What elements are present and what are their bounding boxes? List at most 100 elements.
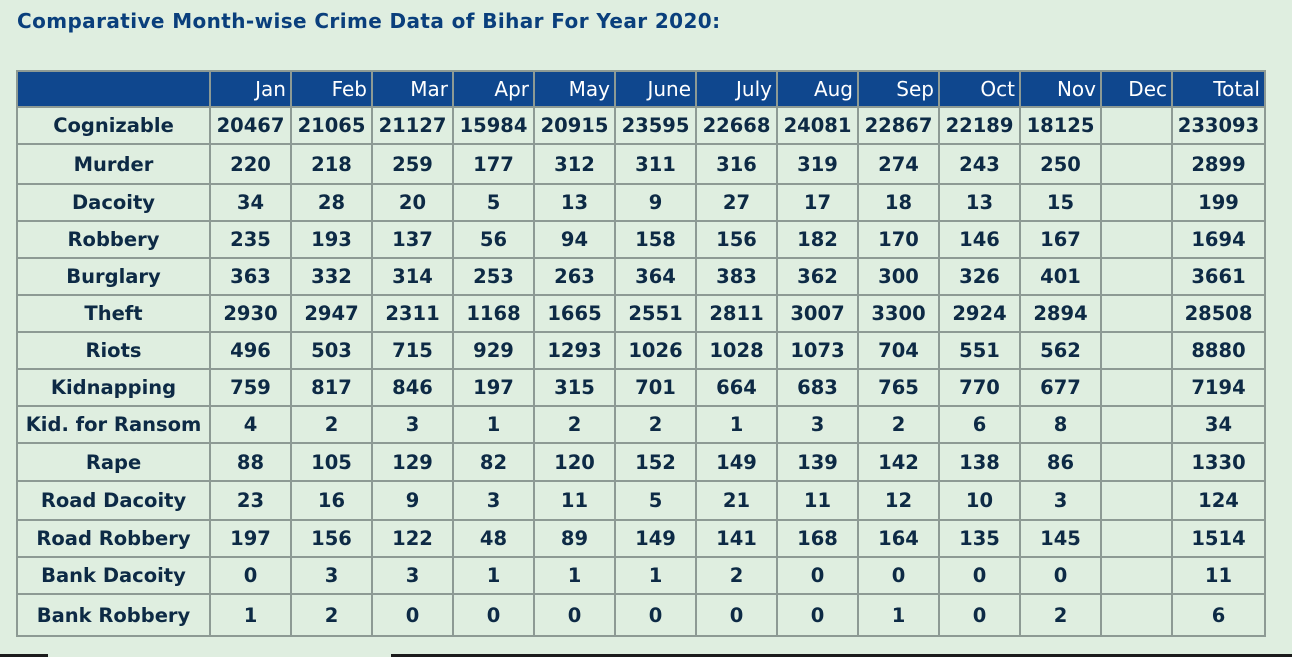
page-title: Comparative Month-wise Crime Data of Bih…: [17, 9, 721, 33]
table-cell: 2: [290, 593, 373, 637]
table-row: Dacoity 34 28 20 5 13 9 27 17 18 13 15 199: [16, 183, 1266, 222]
table-cell: 88: [209, 442, 292, 482]
total-cell: 28508: [1171, 294, 1266, 333]
table-cell: 770: [938, 368, 1021, 407]
table-cell: [1100, 442, 1173, 482]
table-cell: 167: [1019, 220, 1102, 259]
table-cell: 929: [452, 331, 535, 370]
table-cell: 27: [695, 183, 778, 222]
table-body: Cognizable 20467 21065 21127 15984 20915 23595…: [16, 106, 1266, 637]
table-cell: 18125: [1019, 106, 1102, 145]
table-cell: 0: [452, 593, 535, 637]
table-cell: 21127: [371, 106, 454, 145]
table-cell: 2: [614, 405, 697, 444]
table-cell: 551: [938, 331, 1021, 370]
column-header-nov: Nov: [1019, 70, 1102, 108]
table-cell: 259: [371, 143, 454, 185]
table-cell: 82: [452, 442, 535, 482]
column-header-mar: Mar: [371, 70, 454, 108]
total-cell: 233093: [1171, 106, 1266, 145]
table-row: Kidnapping 759 817 846 197 315 701 664 683 765 770…: [16, 368, 1266, 407]
row-label: Murder: [16, 143, 211, 185]
table-cell: 846: [371, 368, 454, 407]
table-cell: [1100, 368, 1173, 407]
table-cell: 363: [209, 257, 292, 296]
table-cell: 0: [776, 556, 859, 595]
table-cell: 28: [290, 183, 373, 222]
table-cell: 319: [776, 143, 859, 185]
table-cell: 250: [1019, 143, 1102, 185]
table-cell: 158: [614, 220, 697, 259]
table-cell: 3300: [857, 294, 940, 333]
table-cell: 21065: [290, 106, 373, 145]
table-cell: 765: [857, 368, 940, 407]
table-cell: 5: [452, 183, 535, 222]
table-cell: 2811: [695, 294, 778, 333]
table-cell: 13: [533, 183, 616, 222]
table-cell: 137: [371, 220, 454, 259]
table-cell: 1: [695, 405, 778, 444]
table-cell: 22867: [857, 106, 940, 145]
table-cell: [1100, 331, 1173, 370]
table-cell: 1026: [614, 331, 697, 370]
table-cell: 138: [938, 442, 1021, 482]
table-cell: 701: [614, 368, 697, 407]
table-cell: 0: [1019, 556, 1102, 595]
table-cell: 5: [614, 480, 697, 521]
row-label: Cognizable: [16, 106, 211, 145]
table-cell: 135: [938, 519, 1021, 558]
table-cell: 2947: [290, 294, 373, 333]
table-cell: 23595: [614, 106, 697, 145]
table-cell: [1100, 143, 1173, 185]
total-cell: 1694: [1171, 220, 1266, 259]
table-cell: 704: [857, 331, 940, 370]
total-cell: 1514: [1171, 519, 1266, 558]
table-cell: 0: [209, 556, 292, 595]
table-cell: 141: [695, 519, 778, 558]
table-cell: 149: [614, 519, 697, 558]
table-cell: 0: [938, 593, 1021, 637]
column-header-total: Total: [1171, 70, 1266, 108]
table-row: Bank Dacoity 0 3 3 1 1 1 2 0 0 0 0 11: [16, 556, 1266, 595]
row-label: Road Robbery: [16, 519, 211, 558]
table-cell: 1293: [533, 331, 616, 370]
table-cell: 10: [938, 480, 1021, 521]
column-header-oct: Oct: [938, 70, 1021, 108]
table-cell: 326: [938, 257, 1021, 296]
table-cell: 0: [533, 593, 616, 637]
table-cell: 8: [1019, 405, 1102, 444]
table-cell: [1100, 220, 1173, 259]
table-cell: 1168: [452, 294, 535, 333]
table-cell: 383: [695, 257, 778, 296]
table-cell: 145: [1019, 519, 1102, 558]
table-cell: 314: [371, 257, 454, 296]
table-cell: 105: [290, 442, 373, 482]
table-row: Burglary 363 332 314 253 263 364 383 362 300 326 40…: [16, 257, 1266, 296]
table-cell: 2551: [614, 294, 697, 333]
row-label: Riots: [16, 331, 211, 370]
table-cell: 3: [776, 405, 859, 444]
table-header-row: Jan Feb Mar Apr May June July Aug Sep Oct Nov Dec To…: [16, 70, 1266, 108]
table-cell: 146: [938, 220, 1021, 259]
table-cell: 48: [452, 519, 535, 558]
table-cell: 1665: [533, 294, 616, 333]
table-cell: 1: [614, 556, 697, 595]
column-header-may: May: [533, 70, 616, 108]
table-cell: 0: [371, 593, 454, 637]
table-cell: [1100, 257, 1173, 296]
crime-data-table: Jan Feb Mar Apr May June July Aug Sep Oct Nov Dec To…: [16, 70, 1266, 637]
table-cell: 715: [371, 331, 454, 370]
table-cell: 496: [209, 331, 292, 370]
table-cell: 22668: [695, 106, 778, 145]
table-cell: 34: [209, 183, 292, 222]
row-label: Bank Dacoity: [16, 556, 211, 595]
row-label: Dacoity: [16, 183, 211, 222]
table-cell: 3: [452, 480, 535, 521]
table-cell: 364: [614, 257, 697, 296]
table-cell: 122: [371, 519, 454, 558]
table-cell: 0: [614, 593, 697, 637]
table-cell: 149: [695, 442, 778, 482]
row-label: Burglary: [16, 257, 211, 296]
total-cell: 6: [1171, 593, 1266, 637]
table-cell: 562: [1019, 331, 1102, 370]
